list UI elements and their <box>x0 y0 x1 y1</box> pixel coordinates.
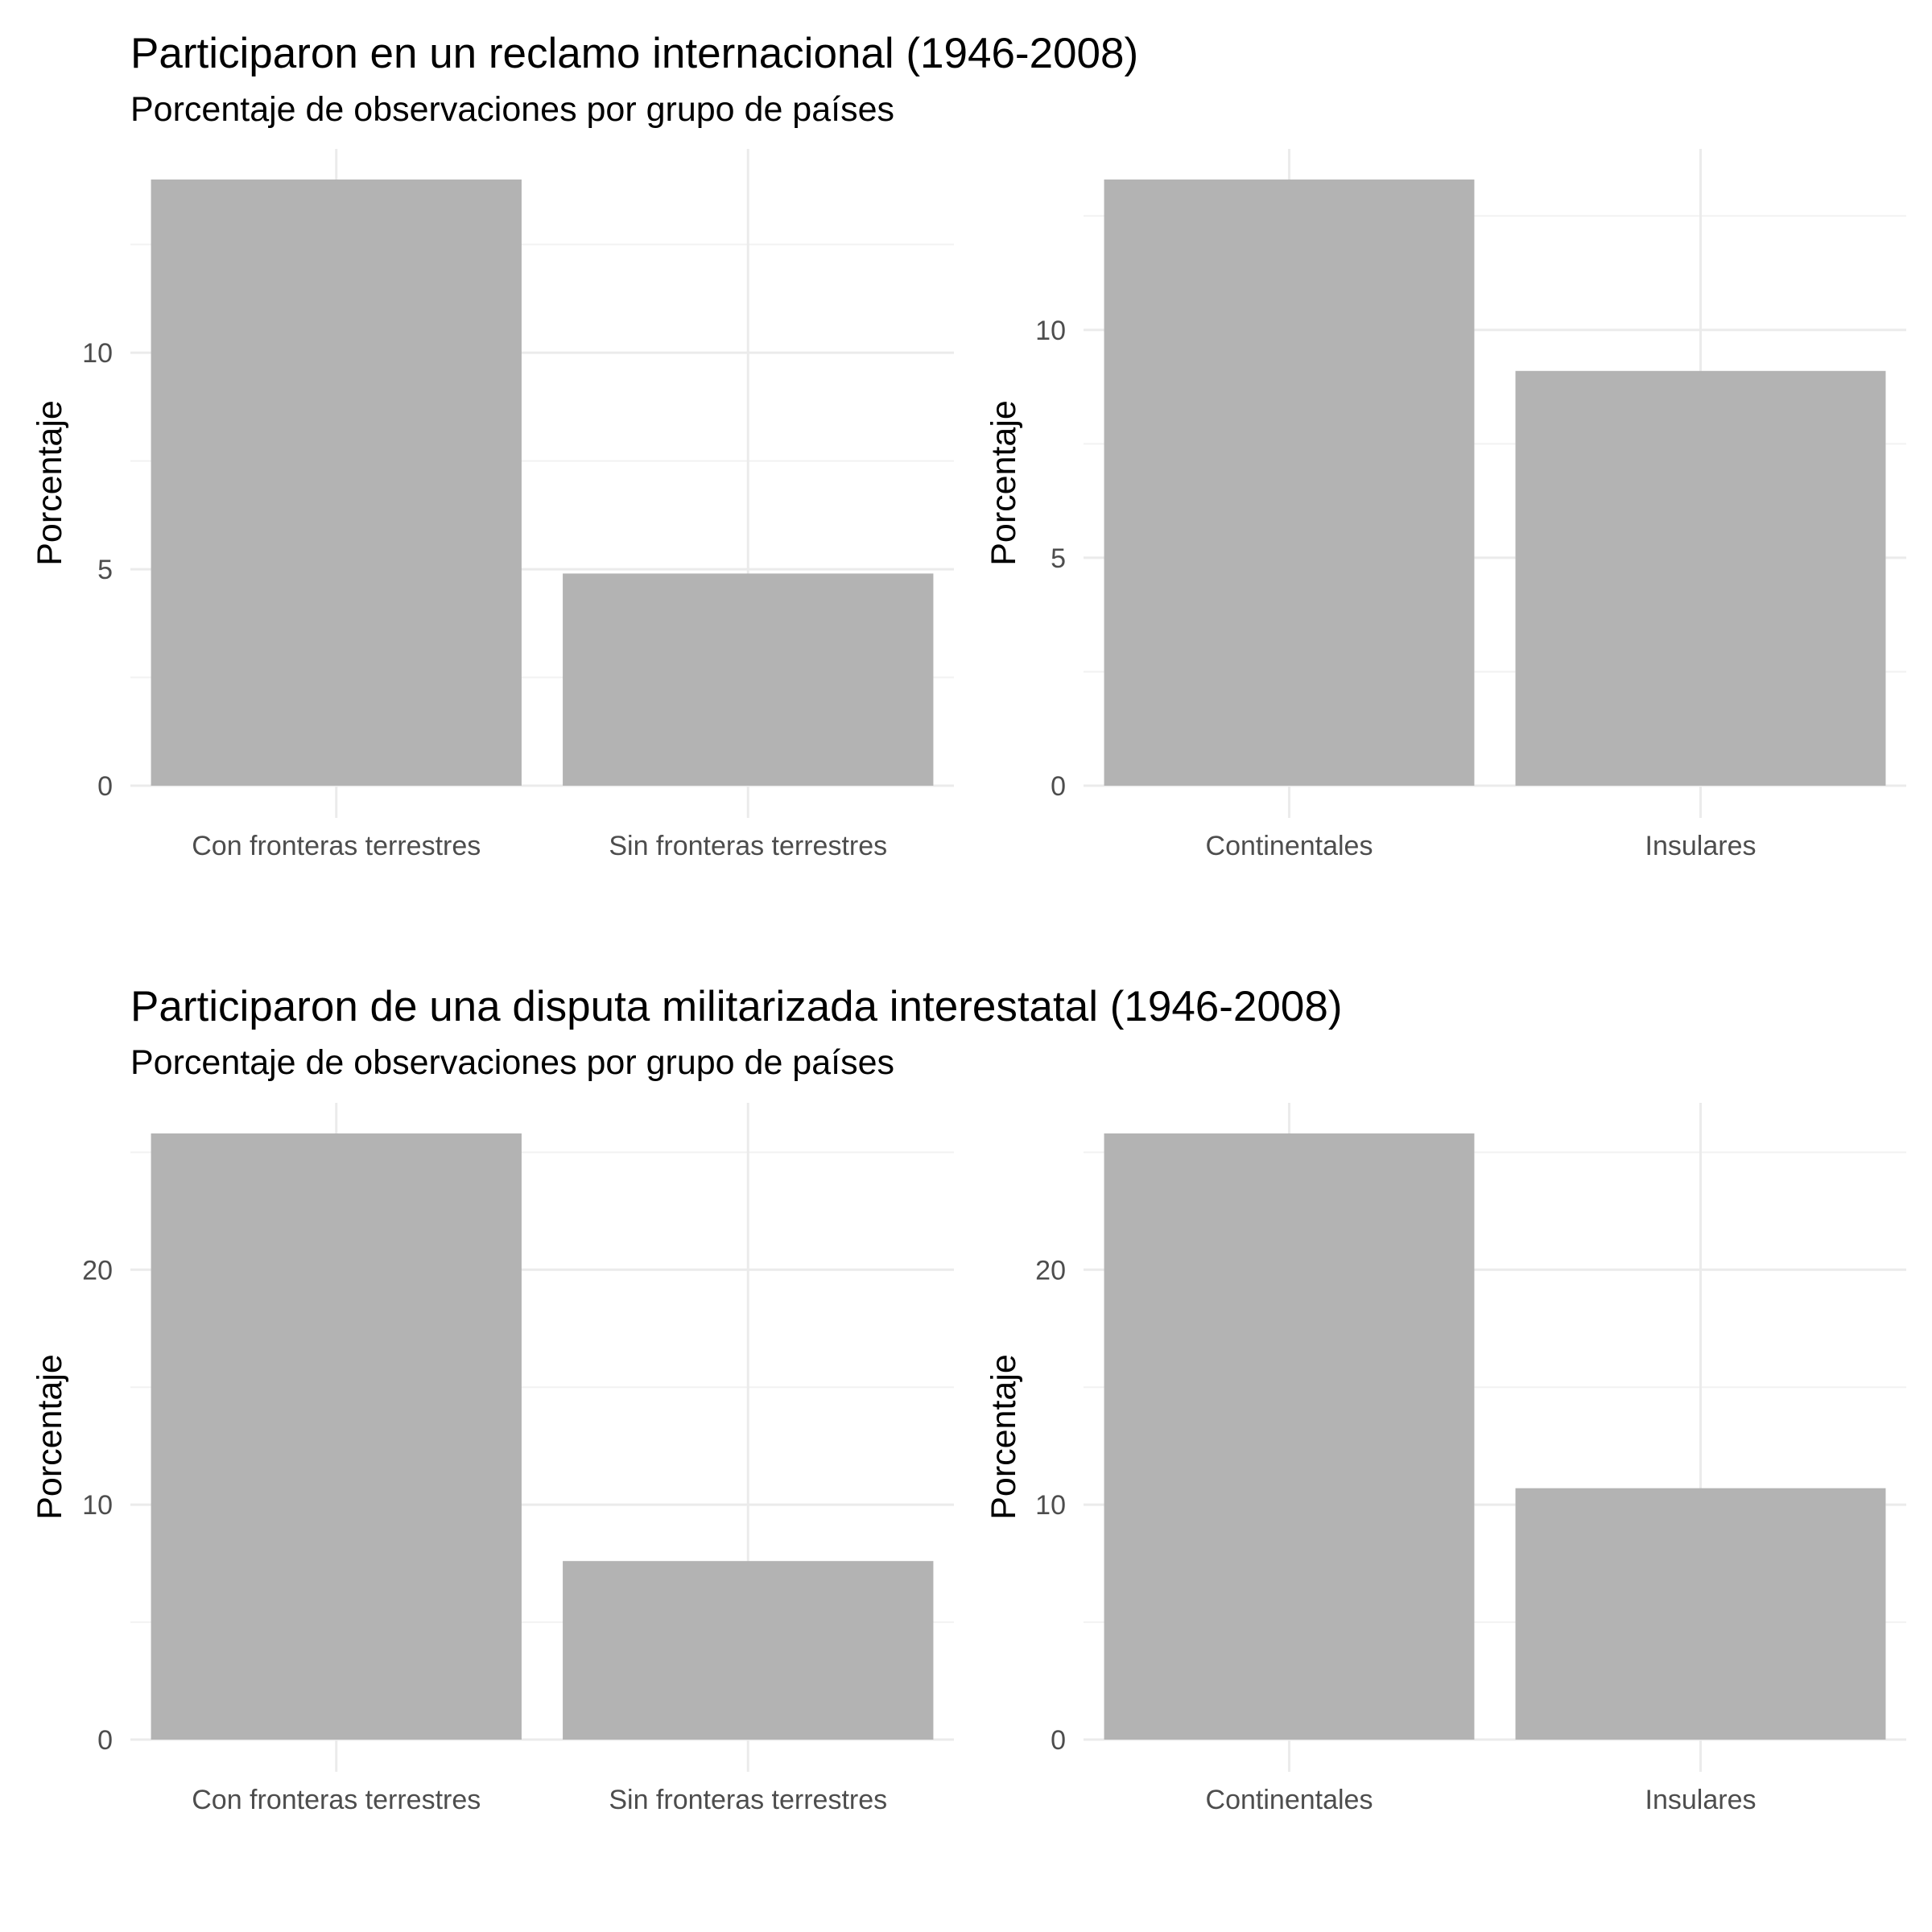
bar <box>1515 370 1886 786</box>
y-axis-label: Porcentaje <box>31 1354 69 1520</box>
y-tick-label: 10 <box>1035 1490 1066 1521</box>
x-tick-label: Sin fronteras terrestres <box>609 831 887 861</box>
bar <box>1515 1488 1886 1740</box>
x-tick-label: Con fronteras terrestres <box>192 831 481 861</box>
y-tick-label: 20 <box>1035 1255 1066 1286</box>
x-tick-label: Insulares <box>1645 1785 1757 1815</box>
y-tick-label: 0 <box>97 771 113 802</box>
y-tick-label: 5 <box>1051 543 1066 574</box>
bar <box>151 180 522 786</box>
bar <box>563 573 934 786</box>
y-tick-label: 0 <box>1051 1725 1066 1756</box>
y-tick-label: 10 <box>1035 316 1066 346</box>
y-tick-label: 0 <box>1051 771 1066 802</box>
bar <box>563 1561 934 1740</box>
y-tick-label: 20 <box>82 1255 113 1286</box>
y-axis-label: Porcentaje <box>985 1354 1023 1520</box>
bar <box>1104 180 1475 786</box>
y-tick-label: 5 <box>97 555 113 585</box>
bar <box>151 1133 522 1740</box>
x-tick-label: Sin fronteras terrestres <box>609 1785 887 1815</box>
chart-title-top: Participaron en un reclamo internacional… <box>130 30 1139 77</box>
x-tick-label: Con fronteras terrestres <box>192 1785 481 1815</box>
x-tick-label: Continentales <box>1206 831 1373 861</box>
chart-subtitle-bottom: Porcentaje de observaciones por grupo de… <box>130 1043 895 1082</box>
y-axis-label: Porcentaje <box>31 400 69 566</box>
y-axis-label: Porcentaje <box>985 400 1023 566</box>
y-tick-label: 10 <box>82 1490 113 1521</box>
x-tick-label: Continentales <box>1206 1785 1373 1815</box>
x-tick-label: Insulares <box>1645 831 1757 861</box>
y-tick-label: 10 <box>82 338 113 369</box>
y-tick-label: 0 <box>97 1725 113 1756</box>
bar <box>1104 1133 1475 1740</box>
chart-subtitle-top: Porcentaje de observaciones por grupo de… <box>130 90 895 129</box>
chart-title-bottom: Participaron de una disputa militarizada… <box>130 983 1343 1030</box>
